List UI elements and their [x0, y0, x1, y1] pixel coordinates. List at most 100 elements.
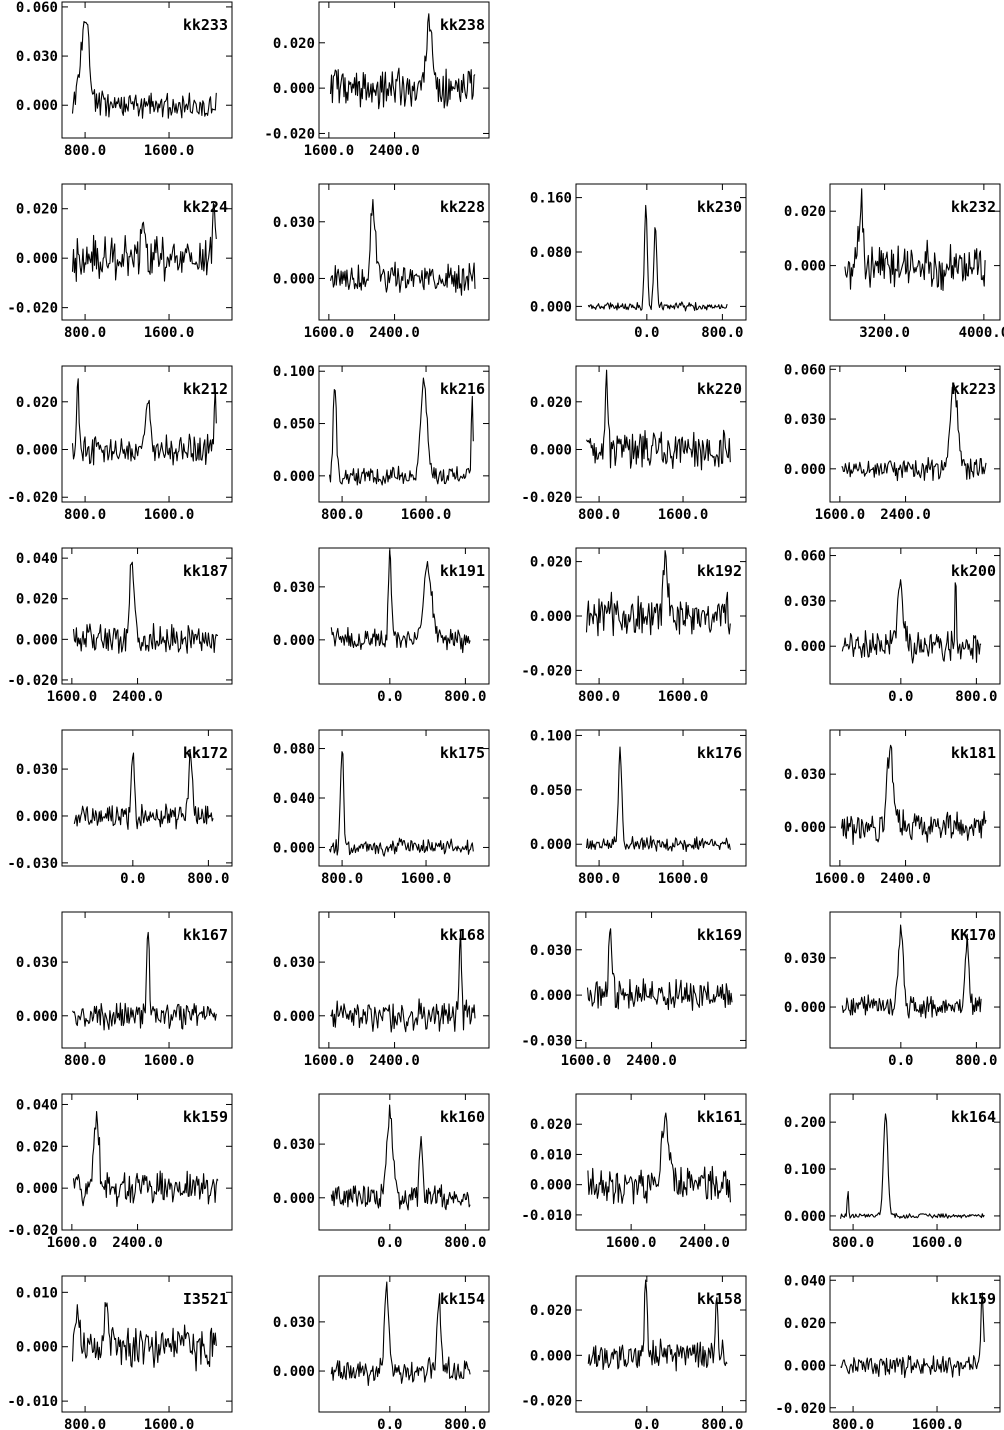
x-tick-label: 0.0	[377, 1417, 402, 1430]
panel-title: kk228	[440, 198, 485, 216]
y-tick-label: 0.000	[16, 1340, 58, 1356]
x-tick-label: 1600.0	[658, 507, 709, 523]
y-tick-label: 0.020	[530, 395, 572, 411]
x-tick-label: 0.0	[888, 689, 913, 705]
spectrum-trace	[839, 1113, 985, 1219]
y-tick-label: 0.000	[784, 1209, 826, 1225]
spectrum-panel: 0.010 0.000 -0.010 800.0 1600.0 I3521	[7, 1275, 233, 1430]
y-tick-label: 0.010	[530, 1147, 572, 1163]
x-tick-label: 1600.0	[658, 871, 709, 887]
panel-frame	[318, 365, 490, 503]
y-tick-label: 0.030	[784, 951, 826, 967]
spectrum-panel: 0.020 0.000 -0.020 0.0 800.0 kk158	[521, 1275, 747, 1430]
y-tick-label: 0.000	[16, 98, 58, 114]
y-tick-label: -0.020	[775, 1401, 826, 1417]
x-tick-label: 1600.0	[304, 325, 355, 341]
panel-frame	[61, 183, 233, 321]
y-tick-label: 0.000	[16, 1009, 58, 1025]
panel-title: kk224	[183, 198, 228, 216]
y-tick-label: -0.020	[7, 301, 58, 317]
panel-title: kk187	[183, 562, 228, 580]
y-tick-label: 0.020	[530, 555, 572, 571]
y-tick-label: 0.050	[530, 783, 572, 799]
y-tick-label: 0.040	[784, 1273, 826, 1289]
panel-title: kk212	[183, 380, 228, 398]
x-tick-label: 1600.0	[144, 325, 195, 341]
x-tick-label: 2400.0	[112, 689, 163, 705]
y-tick-label: 0.020	[530, 1303, 572, 1319]
x-tick-label: 1600.0	[144, 1053, 195, 1069]
y-tick-label: 0.030	[784, 767, 826, 783]
panel-title: kk233	[183, 16, 228, 34]
y-tick-label: 0.000	[16, 632, 58, 648]
y-tick-label: -0.020	[7, 1223, 58, 1239]
panel-title: kk232	[951, 198, 996, 216]
x-tick-label: 1600.0	[815, 871, 866, 887]
spectrum-panel: 0.030 0.000 0.0 800.0 kk191	[273, 547, 490, 705]
spectrum-trace	[71, 1301, 217, 1372]
y-tick-label: 0.000	[273, 469, 315, 485]
x-tick-label: 1600.0	[912, 1417, 963, 1430]
spectrum-panel: 0.030 0.000 -0.030 1600.0 2400.0 kk169	[521, 911, 747, 1069]
panel-frame	[575, 365, 747, 503]
y-tick-label: 0.030	[530, 943, 572, 959]
y-tick-label: 0.000	[530, 609, 572, 625]
panel-frame	[61, 1, 233, 139]
spectrum-trace	[72, 931, 217, 1031]
x-tick-label: 0.0	[377, 689, 402, 705]
y-tick-label: -0.030	[521, 1033, 572, 1049]
y-tick-label: -0.010	[521, 1208, 572, 1224]
spectrum-panel: 0.030 0.000 0.0 800.0 kk154	[273, 1275, 490, 1430]
spectrum-panel: 0.020 0.000 -0.020 800.0 1600.0 kk212	[7, 365, 233, 523]
spectrum-trace	[585, 746, 731, 853]
y-tick-label: 0.000	[530, 1178, 572, 1194]
x-tick-label: 0.0	[634, 1417, 659, 1430]
x-tick-label: 0.0	[120, 871, 145, 887]
panel-frame	[575, 1093, 747, 1231]
x-tick-label: 1600.0	[561, 1053, 612, 1069]
panel-frame	[829, 729, 1001, 867]
panel-frame	[61, 547, 233, 685]
spectrum-trace	[72, 1110, 219, 1207]
y-tick-label: -0.020	[264, 126, 315, 142]
spectrum-panel: 0.020 0.000 -0.020 800.0 1600.0 kk192	[521, 547, 747, 705]
y-tick-label: 0.200	[784, 1115, 826, 1131]
y-tick-label: 0.080	[530, 245, 572, 261]
panel-title: kk164	[951, 1108, 996, 1126]
x-tick-label: 800.0	[955, 689, 997, 705]
panel-frame	[829, 1275, 1001, 1413]
x-tick-label: 4000.0	[959, 325, 1004, 341]
y-tick-label: 0.030	[16, 49, 58, 65]
y-tick-label: -0.030	[7, 856, 58, 872]
y-tick-label: 0.020	[273, 36, 315, 52]
panel-title: kk192	[697, 562, 742, 580]
x-tick-label: 800.0	[832, 1235, 874, 1251]
spectrum-trace	[72, 561, 219, 654]
y-tick-label: 0.000	[784, 259, 826, 275]
panel-title: kk167	[183, 926, 228, 944]
spectrum-trace	[587, 1279, 728, 1372]
panel-title: I3521	[183, 1290, 228, 1308]
spectrum-panel: 0.060 0.030 0.000 800.0 1600.0 kk233	[16, 0, 233, 159]
x-tick-label: 0.0	[634, 325, 659, 341]
y-tick-label: -0.020	[7, 673, 58, 689]
y-tick-label: 0.020	[530, 1117, 572, 1133]
y-tick-label: 0.060	[16, 0, 58, 16]
spectrum-trace	[330, 1104, 471, 1211]
y-tick-label: -0.020	[7, 490, 58, 506]
x-tick-label: 800.0	[578, 689, 620, 705]
panel-title: kk223	[951, 380, 996, 398]
x-tick-label: 1600.0	[606, 1235, 657, 1251]
y-tick-label: 0.020	[784, 1316, 826, 1332]
spectrum-panel: 0.030 0.000 1600.0 2400.0 kk228	[273, 183, 490, 341]
panel-frame	[61, 1275, 233, 1413]
y-tick-label: 0.030	[16, 955, 58, 971]
spectrum-trace	[586, 369, 731, 471]
x-tick-label: 800.0	[701, 1417, 743, 1430]
x-tick-label: 1600.0	[912, 1235, 963, 1251]
y-tick-label: 0.000	[530, 299, 572, 315]
spectrum-trace	[330, 1281, 471, 1387]
